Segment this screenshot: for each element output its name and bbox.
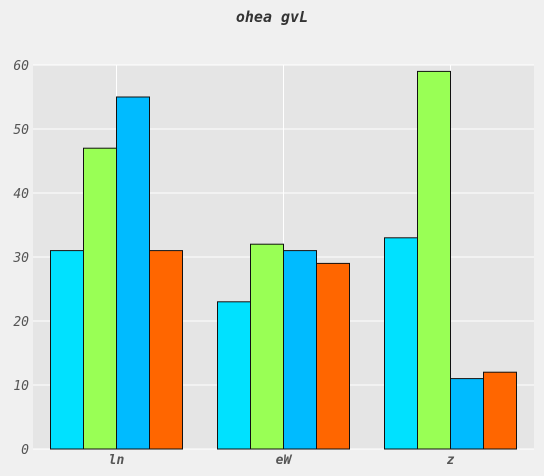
bar xyxy=(450,378,484,450)
bar xyxy=(83,147,117,450)
bar xyxy=(417,70,451,450)
y-tick-label: 60 xyxy=(13,59,29,74)
bar xyxy=(250,243,284,450)
bar xyxy=(283,250,317,450)
bar xyxy=(483,371,517,450)
bar xyxy=(217,301,251,450)
y-tick-label: 50 xyxy=(13,123,29,138)
x-tick-label: ln xyxy=(109,453,125,468)
x-tick-label: eW xyxy=(276,453,293,468)
y-tick-label: 20 xyxy=(13,315,29,330)
bar xyxy=(116,96,150,450)
bar xyxy=(316,262,350,450)
y-tick-label: 10 xyxy=(13,379,29,394)
y-tick-label: 0 xyxy=(21,443,29,458)
x-tick-label: z xyxy=(447,453,455,468)
bar xyxy=(384,237,418,450)
y-tick-label: 40 xyxy=(13,187,29,202)
y-tick-label: 30 xyxy=(12,251,29,266)
bar xyxy=(50,250,84,450)
chart-title: ohea gvL xyxy=(235,8,309,26)
bar xyxy=(149,250,183,450)
